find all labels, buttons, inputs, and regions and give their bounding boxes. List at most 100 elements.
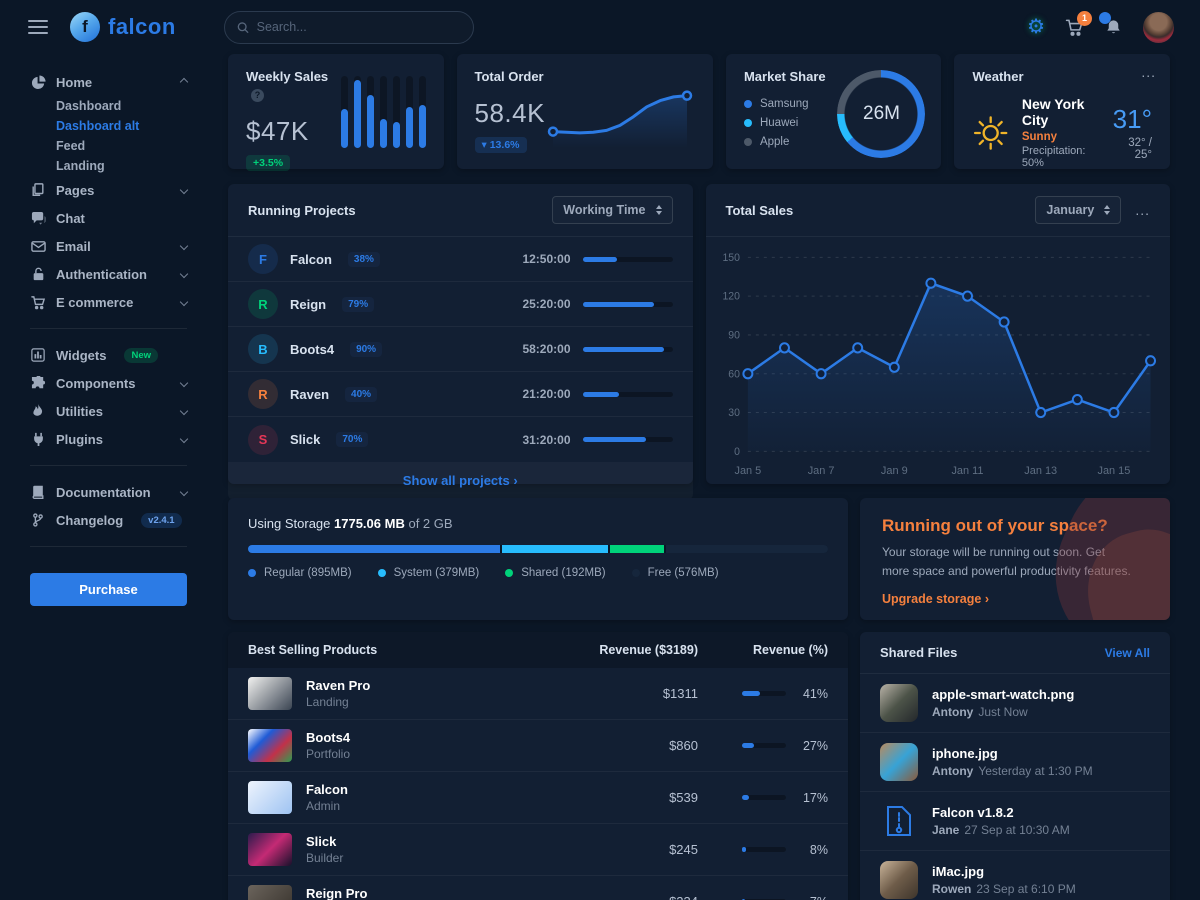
sidebar-subitem-dashboard[interactable]: Dashboard xyxy=(56,99,122,113)
brand-logo[interactable]: f falcon xyxy=(70,12,176,42)
notification-dot-badge xyxy=(1099,11,1111,24)
sidebar-item-label: Email xyxy=(56,238,91,254)
product-row[interactable]: Falcon Admin $539 17% xyxy=(228,772,848,824)
revenue-progress xyxy=(742,795,786,800)
fire-icon xyxy=(30,404,46,418)
project-time: 25:20:00 xyxy=(522,297,571,311)
settings-gear-icon[interactable]: ⚙ xyxy=(1027,16,1045,38)
legend-label: Free (576MB) xyxy=(647,567,719,579)
help-icon[interactable]: ? xyxy=(251,88,264,102)
total-sales-menu-icon[interactable]: ... xyxy=(1135,202,1150,218)
file-row[interactable]: Falcon v1.8.2 Jane 27 Sep at 10:30 AM xyxy=(860,792,1170,851)
product-row[interactable]: Reign ProAgency $234 7% xyxy=(228,876,848,900)
sidebar-subitem-feed[interactable]: Feed xyxy=(56,139,86,153)
sidebar-item-home[interactable]: Home xyxy=(30,68,189,96)
total-order-card: Total Order 58.4K ▾ 13.6% xyxy=(456,54,713,169)
sidebar-item-components[interactable]: Components xyxy=(30,369,189,397)
projects-footer: Show all projects › xyxy=(228,462,693,500)
chevron-down-icon xyxy=(179,406,189,416)
hamburger-menu-icon[interactable] xyxy=(28,16,48,38)
file-author: Jane xyxy=(932,823,960,837)
file-row[interactable]: iphone.jpg Antony Yesterday at 1:30 PM xyxy=(860,733,1170,792)
storage-legend: Regular (895MB) System (379MB) Shared (1… xyxy=(248,567,828,579)
sidebar-item-plugins[interactable]: Plugins xyxy=(30,425,189,453)
project-progress xyxy=(582,391,673,397)
product-revenue: $234 xyxy=(548,894,698,900)
pie-chart-icon xyxy=(30,74,46,90)
search-box[interactable] xyxy=(223,10,474,44)
legend-dot xyxy=(743,100,752,108)
weekly-sales-bar-chart xyxy=(340,76,426,148)
sidebar-item-documentation[interactable]: Documentation xyxy=(30,478,189,506)
file-time: 23 Sep at 6:10 PM xyxy=(976,882,1076,896)
main-content: Weekly Sales? $47K +3.5% Total Order xyxy=(215,54,1200,900)
sidebar-item-pages[interactable]: Pages xyxy=(30,176,189,204)
file-row[interactable]: iMac.jpg Rowen 23 Sep at 6:10 PM xyxy=(860,851,1170,900)
weather-precipitation: Precipitation: 50% xyxy=(1021,145,1086,169)
sidebar-item-authentication[interactable]: Authentication xyxy=(30,260,189,288)
storage-title: Using Storage 1775.06 MB of 2 GB xyxy=(248,516,453,531)
space-card-body: Your storage will be running out soon. G… xyxy=(882,545,1131,578)
month-select[interactable]: January xyxy=(1035,196,1122,224)
revenue-pct-column-header: Revenue (%) xyxy=(752,643,828,657)
sidebar-item-ecommerce[interactable]: E commerce xyxy=(30,288,189,316)
upgrade-storage-link[interactable]: Upgrade storage › xyxy=(882,592,989,607)
sidebar-subitem-landing[interactable]: Landing xyxy=(56,159,105,173)
weather-city: New York City xyxy=(1021,96,1085,128)
total-sales-card: Total Sales January ... 0 30 60 90 120 150 Jan… xyxy=(705,184,1170,484)
brand-name: falcon xyxy=(108,14,176,39)
project-name: Falcon xyxy=(290,251,332,267)
project-row[interactable]: F Falcon 38% 12:50:00 xyxy=(228,237,693,282)
project-avatar: F xyxy=(248,244,278,274)
total-sales-title: Total Sales xyxy=(725,202,794,218)
project-time: 21:20:00 xyxy=(522,387,571,401)
market-share-center-value: 26M xyxy=(863,103,900,124)
search-input[interactable] xyxy=(256,20,461,34)
market-share-card: Market Share Samsung Huawei Apple 26M xyxy=(725,54,942,169)
project-row[interactable]: R Raven 40% 21:20:00 xyxy=(228,372,693,417)
notifications-bell-icon[interactable] xyxy=(1099,11,1123,37)
product-revenue: $860 xyxy=(669,738,698,753)
shopping-cart-icon xyxy=(30,295,46,310)
storage-segment-free xyxy=(666,545,828,553)
svg-text:0: 0 xyxy=(734,446,740,458)
puzzle-icon xyxy=(30,375,46,391)
project-avatar: R xyxy=(248,379,278,409)
product-row[interactable]: Slick Builder $245 8% xyxy=(228,824,848,876)
chevron-up-icon xyxy=(179,77,189,87)
revenue-progress xyxy=(742,847,786,852)
sidebar-item-changelog[interactable]: Changelog v2.4.1 xyxy=(30,506,187,534)
working-time-select[interactable]: Working Time xyxy=(552,196,673,224)
total-order-title: Total Order xyxy=(474,69,544,84)
bell-glyph xyxy=(1107,19,1120,33)
cart-icon[interactable]: 1 xyxy=(1065,10,1092,37)
product-row[interactable]: Raven Pro Landing $1311 41% xyxy=(228,668,848,720)
product-row[interactable]: Boots4 Portfolio $860 27% xyxy=(228,720,848,772)
shared-files-title: Shared Files xyxy=(880,645,958,660)
sidebar-item-email[interactable]: Email xyxy=(30,232,189,260)
show-all-projects-link[interactable]: Show all projects › xyxy=(402,473,518,488)
legend-dot xyxy=(743,119,752,127)
sidebar-item-widgets[interactable]: Widgets New xyxy=(30,341,187,369)
view-all-link[interactable]: View All xyxy=(1104,645,1150,660)
sidebar-item-chat[interactable]: Chat xyxy=(30,204,187,232)
product-category: Builder xyxy=(306,851,344,865)
purchase-button[interactable]: Purchase xyxy=(30,573,187,606)
select-value: January xyxy=(1046,203,1095,217)
total-order-badge-value: 13.6% xyxy=(489,139,520,151)
project-row[interactable]: S Slick 70% 31:20:00 xyxy=(228,417,693,462)
user-avatar[interactable] xyxy=(1143,11,1174,43)
project-percent-badge: 90% xyxy=(350,341,383,357)
file-row[interactable]: apple-smart-watch.png Antony Just Now xyxy=(860,674,1170,733)
storage-used: 1775.06 MB xyxy=(334,516,405,531)
svg-text:Jan 7: Jan 7 xyxy=(807,465,834,477)
chat-icon xyxy=(30,211,46,226)
product-name: Slick xyxy=(306,834,337,849)
project-row[interactable]: B Boots4 90% 58:20:00 xyxy=(228,327,693,372)
project-row[interactable]: R Reign 79% 25:20:00 xyxy=(228,282,693,327)
sidebar-subitem-dashboard-alt[interactable]: Dashboard alt xyxy=(56,119,140,133)
weather-menu-icon[interactable]: ... xyxy=(1141,64,1156,80)
sidebar-item-utilities[interactable]: Utilities xyxy=(30,397,189,425)
file-time: 27 Sep at 10:30 AM xyxy=(964,823,1070,837)
select-value: Working Time xyxy=(563,203,646,217)
